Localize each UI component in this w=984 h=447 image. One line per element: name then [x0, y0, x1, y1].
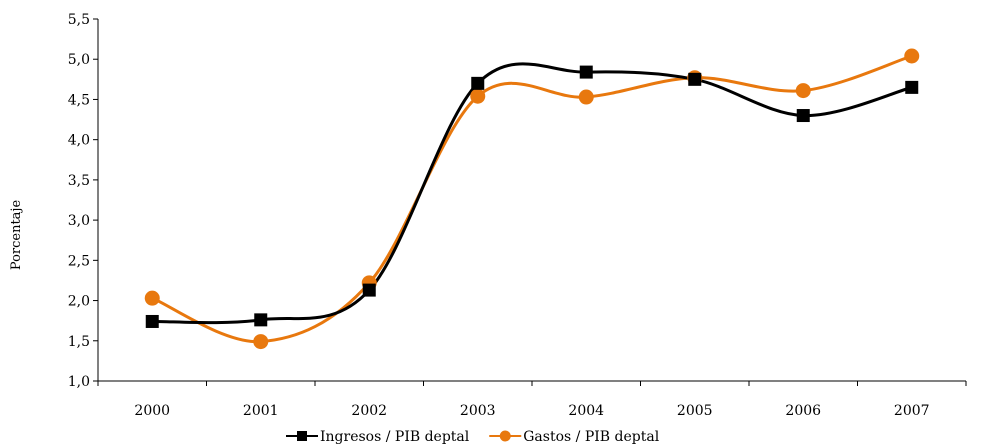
legend: Ingresos / PIB deptal Gastos / PIB deptal	[286, 429, 660, 445]
y-axis-title: Porcentaje	[9, 200, 24, 271]
data-point-ingresos	[796, 109, 810, 123]
y-tick-label: 5,5	[68, 12, 90, 28]
x-tick-label: 2006	[785, 403, 821, 419]
y-tick-label: 1,0	[68, 374, 90, 390]
x-tick-label: 2002	[351, 403, 387, 419]
y-tick-label: 3,5	[68, 173, 90, 189]
data-point-gastos	[144, 290, 160, 306]
y-tick-label: 1,5	[68, 334, 90, 350]
data-point-ingresos	[362, 283, 376, 297]
x-tick-label: 2005	[677, 403, 713, 419]
y-tick-label: 2,0	[68, 294, 90, 310]
data-point-gastos	[795, 83, 811, 99]
data-point-ingresos	[688, 72, 702, 86]
x-tick-label: 2003	[460, 403, 496, 419]
data-point-ingresos	[579, 65, 593, 79]
y-tick-label: 5,0	[68, 52, 90, 68]
series-line-gastos	[151, 54, 913, 344]
legend-item-ingresos: Ingresos / PIB deptal	[286, 429, 470, 445]
y-tick-label: 3,0	[68, 213, 90, 229]
data-point-gastos	[470, 88, 486, 104]
legend-label-ingresos: Ingresos / PIB deptal	[320, 429, 470, 445]
legend-label-gastos: Gastos / PIB deptal	[523, 429, 659, 445]
x-tick-label: 2007	[894, 403, 930, 419]
x-tick-label: 2000	[134, 403, 170, 419]
y-tick-label: 4,0	[68, 133, 90, 149]
legend-marker-ingresos	[297, 431, 307, 441]
data-point-gastos	[253, 334, 269, 350]
data-point-ingresos	[254, 313, 268, 327]
data-point-ingresos	[145, 314, 159, 328]
data-point-gastos	[904, 48, 920, 64]
y-axis: 1,0 1,5 2,0 2,5 3,0 3,5 4,0 4,5 5,0 5,5	[68, 12, 99, 390]
x-tick-label: 2004	[568, 403, 604, 419]
data-point-ingresos	[905, 80, 919, 94]
x-axis: 2000 2001 2002 2003 2004 2005 2006 2007	[97, 380, 967, 419]
series-line-ingresos	[152, 62, 913, 325]
data-point-gastos	[578, 89, 594, 105]
legend-item-gastos: Gastos / PIB deptal	[489, 429, 660, 445]
y-tick-label: 2,5	[68, 253, 90, 269]
series-layer	[144, 48, 920, 350]
legend-marker-gastos	[499, 430, 511, 442]
data-point-ingresos	[471, 76, 485, 90]
y-tick-label: 4,5	[68, 92, 90, 108]
x-tick-label: 2001	[243, 403, 279, 419]
